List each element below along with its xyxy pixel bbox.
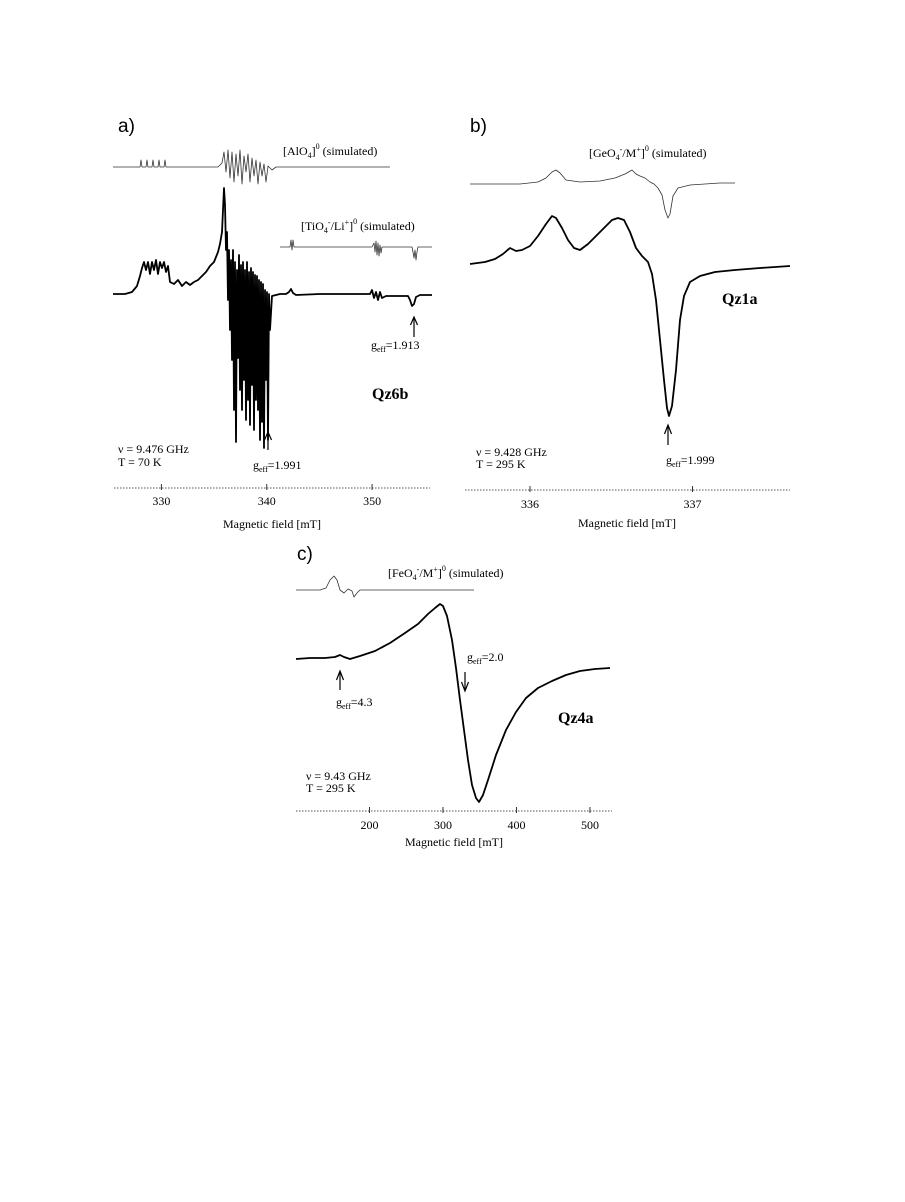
- x-tick-label: 300: [434, 818, 452, 832]
- panel-c-condition-temp: T = 295 K: [306, 781, 356, 795]
- panel-a-sim-alo4-label: [AlO4]0 (simulated): [283, 142, 377, 160]
- panel-c-sim-feo4-label: [FeO4-/M+]0 (simulated): [388, 564, 504, 582]
- panel-a-label: a): [118, 116, 135, 137]
- panel-a-condition-freq: ν = 9.476 GHz: [118, 442, 189, 456]
- panel-c-sample-label: Qz4a: [558, 710, 594, 727]
- panel-b-ticks: 336 337: [521, 486, 702, 511]
- panel-c-spectrum-trace: [295, 603, 611, 803]
- panel-b-xlabel: Magnetic field [mT]: [578, 516, 676, 530]
- x-tick-label: 337: [684, 497, 702, 511]
- panel-a-arrowhead-1991: [263, 430, 273, 441]
- x-tick-label: 330: [152, 494, 170, 508]
- panel-a-geff-1913: geff=1.913: [371, 338, 420, 354]
- panel-b-label: b): [470, 116, 487, 137]
- panel-a-spectrum-trace: [113, 187, 432, 449]
- panel-c-geff-43: geff=4.3: [336, 695, 373, 711]
- panel-b-sim-geo4-label: [GeO4-/M+]0 (simulated): [589, 144, 707, 162]
- panel-a-arrowhead-1913: [409, 315, 419, 326]
- panel-c-sim-feo4-trace: [296, 575, 474, 598]
- panel-b-sim-geo4-trace: [470, 169, 735, 219]
- x-tick-label: 400: [507, 818, 525, 832]
- x-tick-label: 340: [258, 494, 276, 508]
- panel-b-arrowhead-1999: [663, 423, 673, 435]
- panel-a-sim-alo4-trace: [113, 149, 390, 185]
- x-tick-label: 350: [363, 494, 381, 508]
- x-tick-label: 200: [360, 818, 378, 832]
- panel-c-label: c): [297, 544, 313, 565]
- panel-a-sample-label: Qz6b: [372, 386, 409, 403]
- panel-c-condition-freq: ν = 9.43 GHz: [306, 769, 371, 783]
- x-tick-label: 336: [521, 497, 539, 511]
- x-tick-label: 500: [581, 818, 599, 832]
- panel-a-condition-temp: T = 70 K: [118, 455, 162, 469]
- panel-c: c) [FeO4-/M+]0 (simulated) 200 300 400 500 …: [295, 544, 612, 849]
- panel-a-geff-1991: geff=1.991: [253, 458, 302, 474]
- panel-b-sample-label: Qz1a: [722, 291, 758, 308]
- panel-b-geff-1999: geff=1.999: [666, 453, 715, 469]
- panel-c-arrowhead-43: [335, 669, 345, 681]
- panel-a-sim-tio4-label: [TiO4-/Li+]0 (simulated): [301, 217, 415, 235]
- panel-b: b) [GeO4-/M+]0 (simulated) 336 337 Magnet…: [465, 116, 791, 530]
- panel-b-condition-freq: ν = 9.428 GHz: [476, 445, 547, 459]
- panel-c-ticks: 200 300 400 500: [360, 807, 599, 832]
- panel-a-sim-tio4-trace: [280, 239, 432, 261]
- panel-a-xlabel: Magnetic field [mT]: [223, 517, 321, 531]
- panel-c-arrowhead-20: [460, 681, 470, 693]
- panel-c-xlabel: Magnetic field [mT]: [405, 835, 503, 849]
- panel-b-condition-temp: T = 295 K: [476, 457, 526, 471]
- panel-b-spectrum-trace: [469, 215, 791, 417]
- panel-a-ticks: 330 340 350: [152, 484, 381, 508]
- panel-a: a) [AlO4]0 (simulated) [TiO4-/Li+]0 (sim…: [113, 116, 432, 531]
- panel-c-geff-20: geff=2.0: [467, 650, 504, 666]
